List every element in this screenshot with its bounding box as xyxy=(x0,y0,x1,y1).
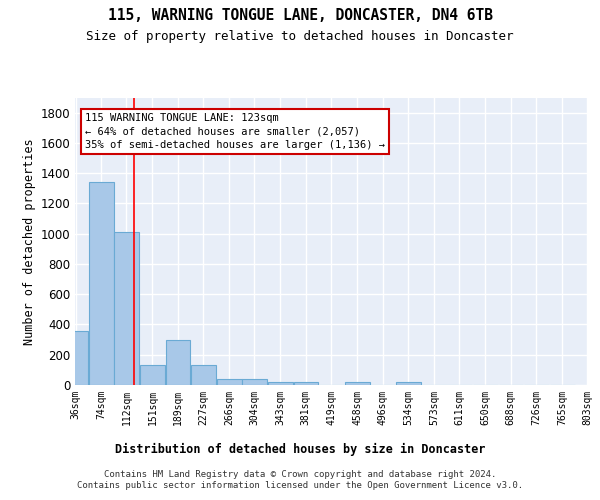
Text: 115 WARNING TONGUE LANE: 123sqm
← 64% of detached houses are smaller (2,057)
35%: 115 WARNING TONGUE LANE: 123sqm ← 64% of… xyxy=(85,114,385,150)
Bar xyxy=(140,366,165,385)
Bar xyxy=(345,382,370,385)
Bar xyxy=(166,340,190,385)
Bar xyxy=(217,379,242,385)
Text: 115, WARNING TONGUE LANE, DONCASTER, DN4 6TB: 115, WARNING TONGUE LANE, DONCASTER, DN4… xyxy=(107,8,493,22)
Text: Size of property relative to detached houses in Doncaster: Size of property relative to detached ho… xyxy=(86,30,514,43)
Bar xyxy=(115,232,139,385)
Text: Distribution of detached houses by size in Doncaster: Distribution of detached houses by size … xyxy=(115,442,485,456)
Bar xyxy=(191,366,216,385)
Bar xyxy=(294,382,319,385)
Text: Contains HM Land Registry data © Crown copyright and database right 2024.: Contains HM Land Registry data © Crown c… xyxy=(104,470,496,479)
Bar xyxy=(268,382,293,385)
Y-axis label: Number of detached properties: Number of detached properties xyxy=(23,138,36,344)
Bar xyxy=(396,382,421,385)
Bar xyxy=(242,379,267,385)
Text: Contains public sector information licensed under the Open Government Licence v3: Contains public sector information licen… xyxy=(77,481,523,490)
Bar xyxy=(89,182,113,385)
Bar xyxy=(64,332,88,385)
